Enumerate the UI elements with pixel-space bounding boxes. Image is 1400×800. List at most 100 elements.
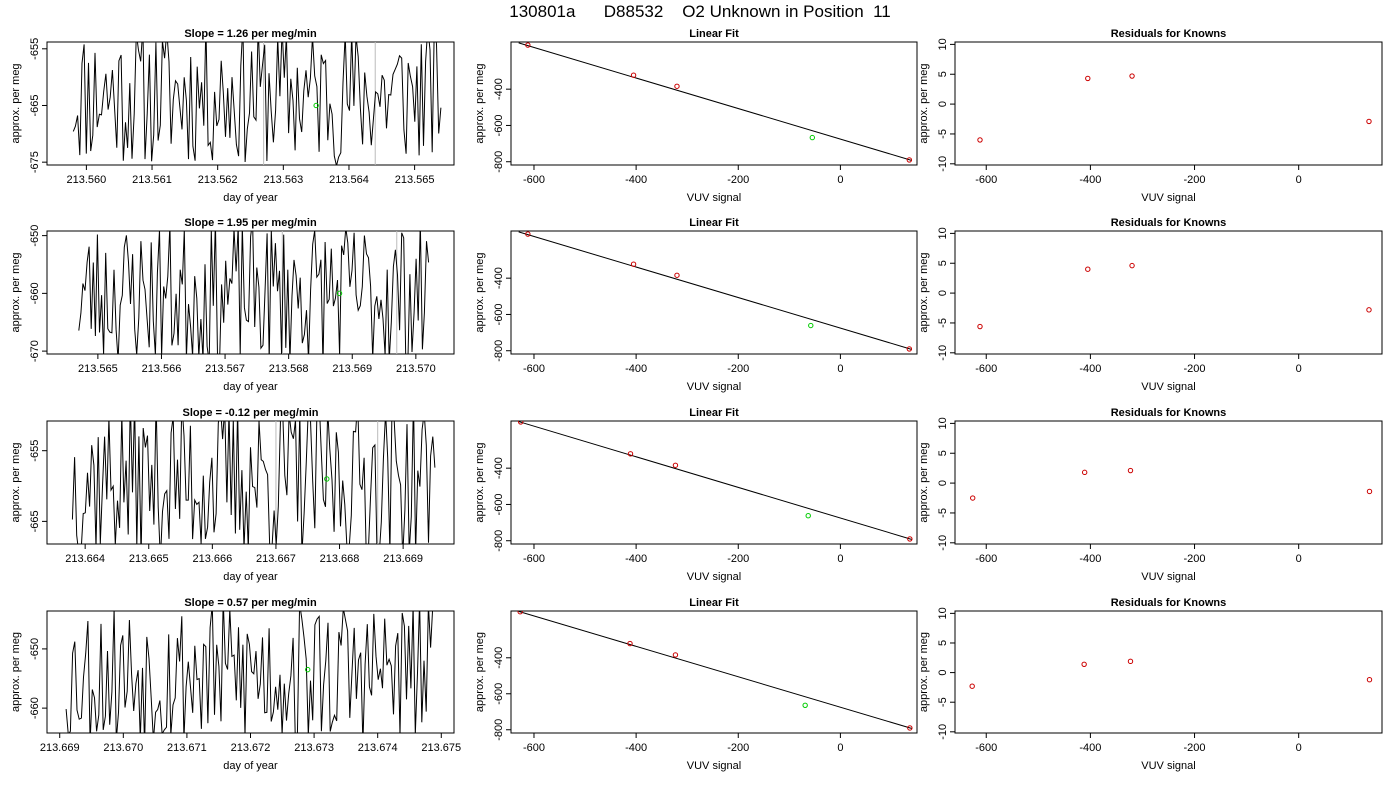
y-tick-label: -670	[29, 340, 41, 362]
x-tick-label: -400	[625, 174, 647, 186]
plot-area	[65, 611, 434, 733]
known-point	[630, 261, 637, 267]
panel-title: Linear Fit	[689, 28, 739, 40]
known-point	[1366, 118, 1372, 125]
chart-panel-1-residuals: Residuals for Knowns -600 -400 -200 0 10 5 0 -5 -…	[918, 28, 1383, 204]
x-tick-label: 0	[837, 174, 843, 186]
y-tick-label: -675	[29, 151, 41, 173]
x-tick-label: 213.565	[395, 174, 435, 186]
panel-title: Slope = -0.12 per meg/min	[182, 407, 318, 419]
known-point	[907, 725, 913, 731]
y-tick-label: -665	[29, 94, 41, 116]
x-tick-label: 213.563	[263, 174, 303, 186]
x-tick-label: 213.668	[320, 553, 360, 565]
chart-panel-2-residuals: Residuals for Knowns -600 -400 -200 0 10 5 0 -5 -…	[918, 217, 1383, 393]
y-tick-label: -600	[493, 303, 505, 325]
y-tick-label: -10	[937, 535, 949, 551]
known-point	[1129, 73, 1135, 79]
x-axis-label: day of year	[223, 571, 278, 583]
unknown-point	[808, 322, 814, 329]
known-point	[906, 346, 913, 352]
x-tick-label: 213.671	[167, 742, 207, 754]
chart-panel-4-linear-fit: Linear Fit -600 -400 -200 0 -400 -600 -800 VUV s…	[474, 597, 918, 772]
x-tick-label: 213.669	[40, 742, 80, 754]
y-tick-label: 5	[937, 71, 949, 77]
known-point	[525, 231, 531, 237]
panel-title: Linear Fit	[689, 597, 739, 609]
known-point	[672, 652, 679, 658]
x-tick-label: 213.562	[198, 174, 238, 186]
plot-frame	[46, 420, 455, 545]
known-point	[1081, 469, 1088, 476]
y-tick-label: -600	[493, 114, 505, 136]
x-tick-label: -200	[727, 553, 749, 565]
x-axis-label: day of year	[223, 192, 278, 204]
y-tick-label: 5	[937, 640, 949, 646]
x-tick-label: 0	[1296, 363, 1302, 375]
known-point	[525, 42, 531, 48]
figure-title: 130801a D88532 O2 Unknown in Position 11	[509, 2, 891, 21]
x-axis-label: VUV signal	[1141, 571, 1195, 583]
known-point	[906, 157, 913, 163]
known-point	[970, 495, 976, 501]
x-tick-label: 0	[837, 363, 843, 375]
plot-frame	[954, 610, 1383, 734]
known-point	[672, 462, 679, 468]
x-tick-label: 213.667	[256, 553, 296, 565]
x-axis-label: VUV signal	[687, 381, 741, 393]
panel-title: Residuals for Knowns	[1111, 597, 1227, 609]
fit-line	[518, 611, 913, 729]
y-tick-label: -5	[937, 697, 949, 707]
x-tick-label: -600	[523, 174, 545, 186]
chart-panel-2-linear-fit: Linear Fit -600 -400 -200 0 -400 -600 -800 VUV s…	[474, 217, 918, 393]
x-tick-label: 213.664	[65, 553, 105, 565]
known-point	[517, 611, 523, 615]
x-tick-label: 213.564	[329, 174, 369, 186]
y-tick-label: -400	[493, 267, 505, 289]
x-axis-label: day of year	[223, 760, 278, 772]
plot-area	[977, 262, 1372, 330]
x-tick-label: 213.565	[78, 363, 118, 375]
known-point	[1366, 307, 1372, 313]
unknown-marker	[305, 666, 311, 673]
chart-panel-3-time-series: Slope = -0.12 per meg/min 213.664 213.665 2…	[10, 407, 455, 583]
y-tick-label: 10	[937, 417, 949, 429]
known-point	[627, 640, 633, 647]
y-tick-label: -600	[493, 493, 505, 515]
y-tick-label: -10	[937, 156, 949, 172]
known-point	[630, 72, 637, 78]
y-tick-label: -800	[493, 151, 505, 173]
y-tick-label: -5	[937, 129, 949, 139]
y-tick-label: 10	[937, 607, 949, 619]
known-point	[674, 272, 680, 278]
x-axis-label: VUV signal	[1141, 760, 1195, 772]
chart-panel-3-residuals: Residuals for Knowns -600 -400 -200 0 10 5 0 -5 -…	[918, 407, 1383, 583]
fit-line	[518, 421, 913, 540]
y-axis-label: approx. per meg	[474, 442, 486, 522]
x-tick-label: 213.561	[132, 174, 172, 186]
x-axis-label: day of year	[223, 381, 278, 393]
y-tick-label: -800	[493, 719, 505, 741]
x-tick-label: 213.675	[421, 742, 461, 754]
plot-area	[977, 73, 1372, 143]
known-point	[518, 421, 524, 425]
unknown-point	[809, 134, 816, 141]
x-tick-label: -200	[1184, 363, 1206, 375]
known-point	[1081, 661, 1087, 668]
y-tick-label: 10	[937, 227, 949, 239]
y-tick-label: 0	[937, 670, 949, 676]
known-point	[1366, 676, 1373, 683]
plot-frame	[954, 420, 1383, 545]
plot-area	[518, 421, 913, 542]
known-point	[907, 536, 913, 542]
y-tick-label: -600	[493, 683, 505, 705]
x-tick-label: 0	[1296, 553, 1302, 565]
x-tick-label: -200	[1184, 174, 1206, 186]
panel-title: Slope = 1.95 per meg/min	[184, 217, 317, 229]
x-tick-label: 0	[1296, 742, 1302, 754]
x-tick-label: 213.560	[67, 174, 107, 186]
x-tick-label: -200	[1184, 553, 1206, 565]
panel-title: Slope = 1.26 per meg/min	[184, 28, 317, 40]
chart-panel-2-time-series: Slope = 1.95 per meg/min 213.565 213.566 21…	[10, 217, 455, 393]
y-axis-label: approx. per meg	[918, 632, 930, 712]
